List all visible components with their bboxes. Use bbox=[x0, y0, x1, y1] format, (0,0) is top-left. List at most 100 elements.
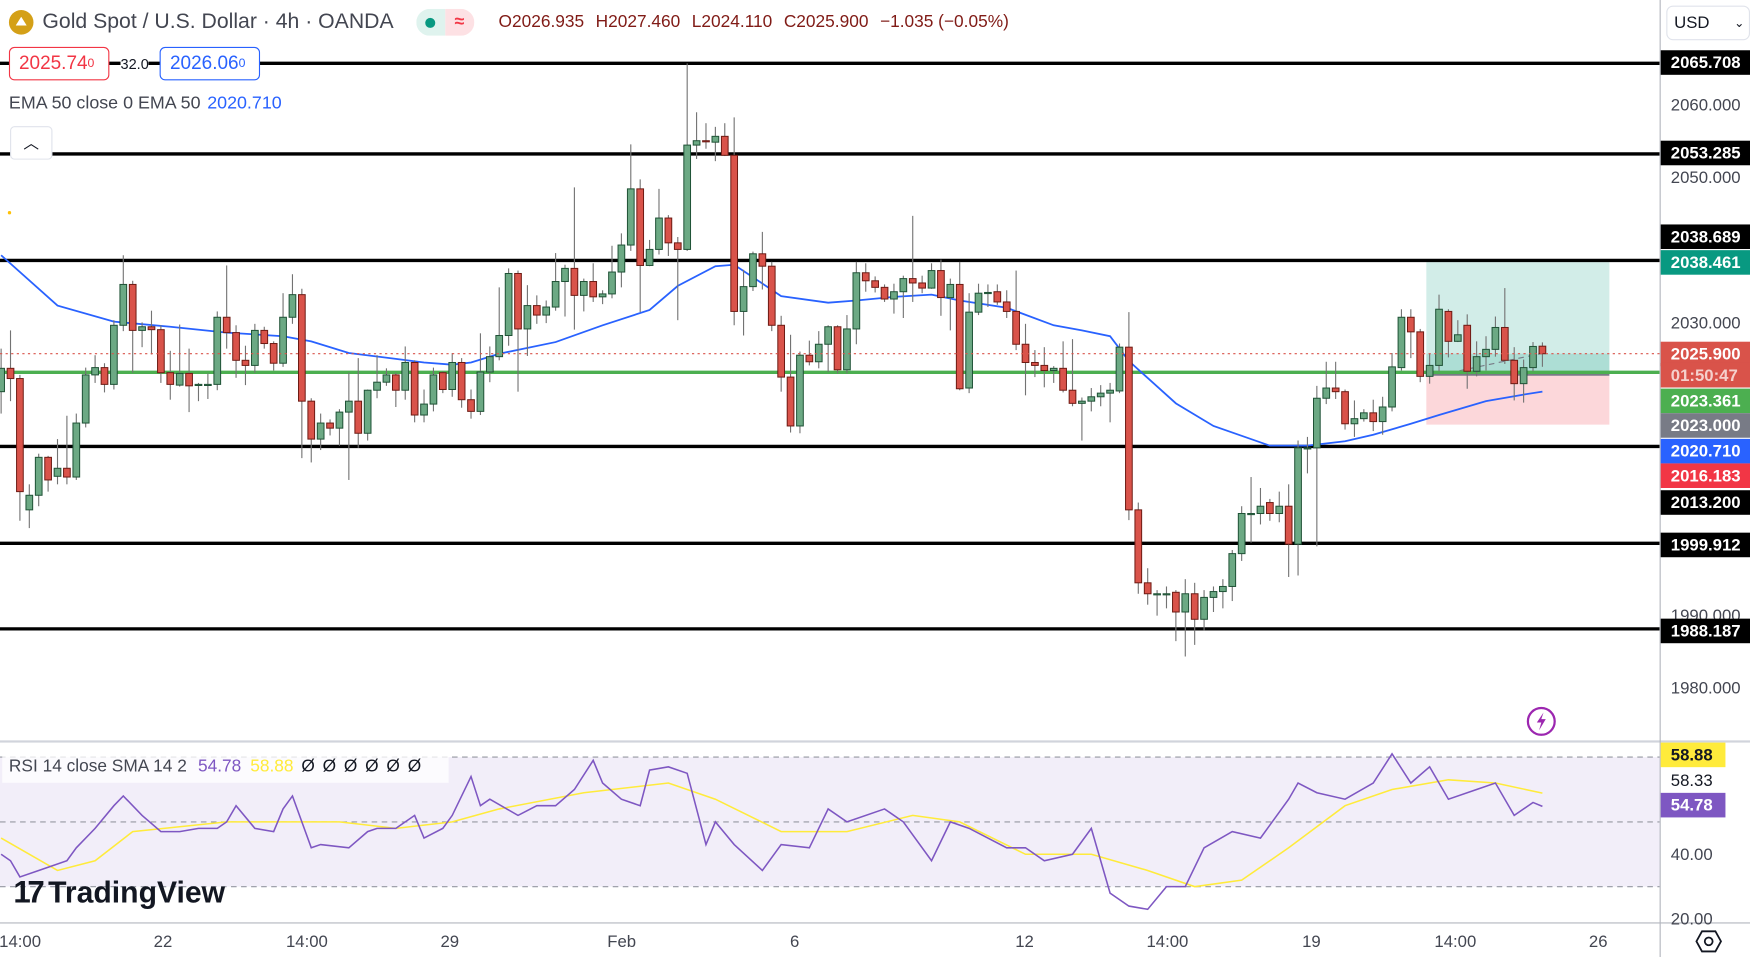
candle bbox=[1237, 506, 1246, 561]
chevron-up-icon: ︿ bbox=[23, 134, 40, 152]
candle-body-down bbox=[1463, 324, 1472, 372]
candle-body-down bbox=[16, 378, 24, 493]
candle-body-up bbox=[448, 361, 457, 390]
candle bbox=[1275, 491, 1284, 523]
candle bbox=[1284, 484, 1293, 577]
candle-body-up bbox=[692, 140, 701, 146]
candle-body-down bbox=[1040, 364, 1049, 372]
candle bbox=[166, 350, 175, 400]
candle-body-up bbox=[1275, 505, 1284, 515]
candle-body-up bbox=[683, 144, 692, 250]
candle-body-down bbox=[44, 456, 52, 481]
candle-body-up bbox=[796, 354, 804, 427]
candle bbox=[1538, 342, 1547, 367]
candle-body-up bbox=[382, 374, 391, 383]
candle bbox=[1266, 498, 1274, 521]
rsi-value-label: 58.33 bbox=[1670, 771, 1713, 791]
candle-body-down bbox=[326, 422, 334, 429]
candle bbox=[110, 320, 118, 390]
candle-body-up bbox=[974, 292, 983, 313]
candle bbox=[1021, 323, 1030, 396]
candle-body-down bbox=[767, 265, 776, 326]
candle-body-down bbox=[918, 282, 926, 289]
time-tick-label: 14:00 bbox=[1146, 932, 1189, 952]
candle bbox=[777, 315, 786, 392]
candle bbox=[429, 367, 438, 412]
candle bbox=[63, 415, 71, 485]
collapse-legend-button[interactable]: ︿ bbox=[10, 126, 53, 160]
candle bbox=[626, 144, 635, 251]
ema-legend[interactable]: EMA 50 close 0 EMA 50 2020.710 bbox=[9, 94, 282, 114]
candle-body-down bbox=[937, 270, 945, 299]
candle bbox=[1143, 568, 1152, 605]
candle-body-down bbox=[1444, 310, 1453, 342]
candle-body-up bbox=[1049, 367, 1058, 372]
candle-body-up bbox=[1219, 585, 1227, 593]
candle-body-up bbox=[551, 281, 560, 308]
candle bbox=[1529, 342, 1537, 372]
rsi-line bbox=[0, 752, 1543, 911]
candle-body-down bbox=[702, 140, 710, 143]
lightning-icon[interactable] bbox=[1526, 706, 1557, 743]
candle bbox=[871, 276, 879, 293]
candle-body-down bbox=[1538, 345, 1547, 355]
time-tick-label: 14:00 bbox=[285, 932, 328, 952]
rsi-sma-line bbox=[0, 778, 1543, 888]
data-status-pill[interactable]: ≈ bbox=[415, 8, 474, 36]
ohlc-values: O2026.935 H2027.460 L2024.110 C2025.900 … bbox=[499, 12, 1016, 32]
candle bbox=[401, 346, 410, 400]
time-tick-label: 6 bbox=[789, 932, 800, 952]
currency-select[interactable]: USD ⌄ bbox=[1666, 5, 1750, 41]
candle-body-down bbox=[636, 188, 645, 266]
candle bbox=[457, 358, 466, 408]
price-level-label: 2065.708 bbox=[1660, 50, 1750, 75]
candle-body-down bbox=[467, 399, 475, 412]
price-level-label: 2023.000 bbox=[1660, 413, 1750, 438]
candle-body-down bbox=[1341, 391, 1349, 425]
symbol-title[interactable]: Gold Spot / U.S. Dollar · 4h · OANDA bbox=[42, 10, 394, 34]
candle bbox=[692, 112, 701, 159]
rsi-legend[interactable]: RSI 14 close SMA 14 2 54.78 58.88 Ø Ø Ø … bbox=[2, 751, 449, 783]
candle bbox=[1313, 385, 1321, 547]
candle-body-down bbox=[570, 267, 579, 296]
tradingview-logo[interactable]: 17 TradingView bbox=[13, 874, 225, 910]
candle bbox=[495, 287, 504, 361]
candle bbox=[946, 278, 955, 331]
price-pane[interactable] bbox=[0, 0, 1660, 740]
candle bbox=[1209, 586, 1218, 612]
time-tick-label: 12 bbox=[1015, 932, 1034, 952]
candle bbox=[326, 419, 334, 436]
rsi-value-label: 58.88 bbox=[1660, 742, 1726, 768]
candle-body-down bbox=[1510, 359, 1519, 385]
candle bbox=[1294, 440, 1302, 576]
settings-icon[interactable] bbox=[1695, 929, 1723, 959]
candle-body-up bbox=[645, 248, 654, 266]
market-open-dot-icon bbox=[415, 8, 445, 36]
price-level-label: 1999.912 bbox=[1660, 532, 1750, 558]
candle-body-up bbox=[476, 371, 485, 412]
candle-body-up bbox=[561, 267, 569, 283]
candle bbox=[514, 270, 522, 392]
candle-body-up bbox=[420, 403, 428, 416]
delayed-data-icon: ≈ bbox=[444, 8, 474, 36]
candle-body-up bbox=[1294, 447, 1302, 545]
candle bbox=[382, 368, 391, 386]
candle bbox=[655, 188, 663, 255]
candle bbox=[1134, 502, 1143, 594]
sell-button[interactable]: 2025.74 0 bbox=[8, 46, 110, 81]
candle-body-up bbox=[1181, 593, 1190, 613]
open-value: O2026.935 bbox=[498, 12, 585, 32]
buy-button[interactable]: 2026.06 0 bbox=[159, 46, 261, 81]
candle-body-up bbox=[53, 467, 62, 477]
rsi-legend-label: RSI 14 close SMA 14 2 bbox=[8, 757, 187, 777]
candle-body-up bbox=[119, 283, 128, 326]
candle-body-up bbox=[81, 374, 90, 424]
price-level-label: 2038.689 bbox=[1660, 224, 1750, 250]
candle bbox=[138, 322, 146, 348]
candle-body-up bbox=[316, 422, 325, 440]
candle bbox=[222, 265, 231, 349]
pane-divider[interactable] bbox=[0, 740, 1750, 743]
candle bbox=[476, 333, 485, 416]
gold-logo-icon bbox=[8, 10, 34, 35]
